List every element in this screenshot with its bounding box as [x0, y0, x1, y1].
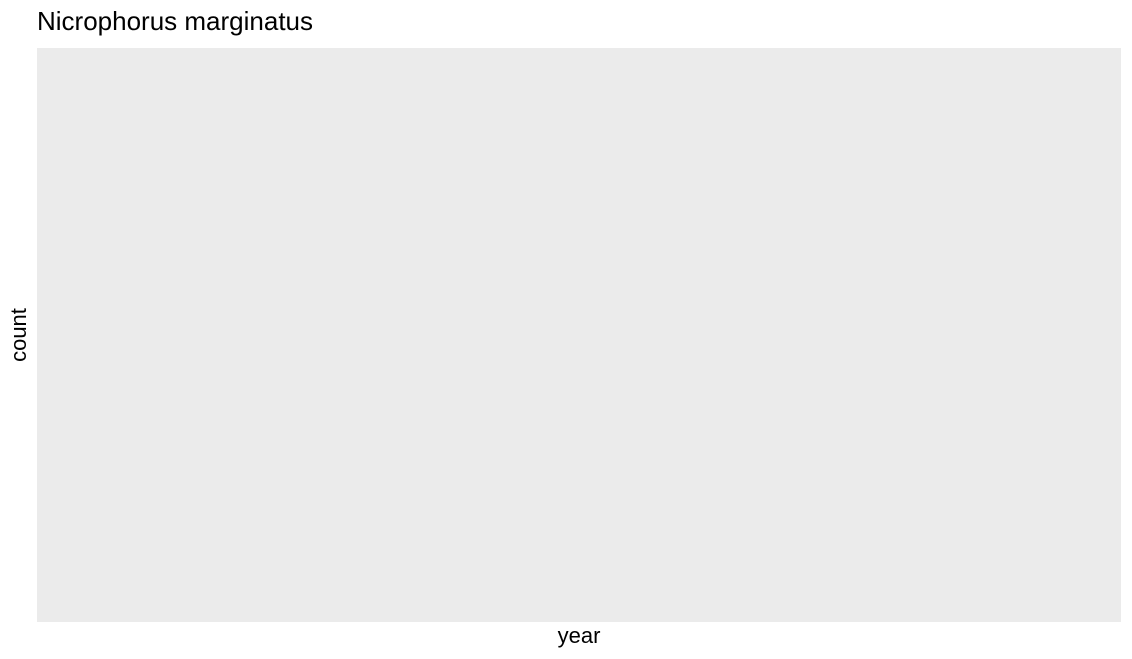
chart-title: Nicrophorus marginatus [37, 6, 314, 36]
x-axis-label: year [557, 623, 601, 648]
plot-area [37, 48, 1121, 622]
plot-panel [37, 48, 1121, 622]
y-axis-label: count [6, 308, 31, 362]
